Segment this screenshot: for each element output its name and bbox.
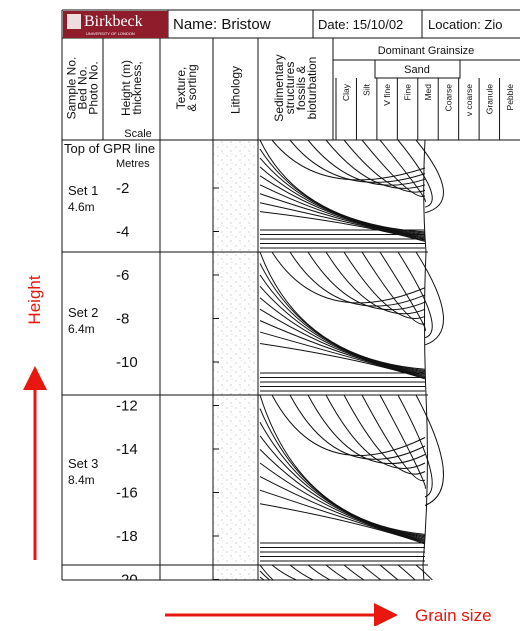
location: Location: Zio [428, 17, 502, 32]
cross-bed [260, 589, 425, 626]
set-thickness: 4.6m [68, 200, 95, 214]
log-sheet: Birkbeck UNIVERSITY OF LONDON Name: Bris… [0, 0, 520, 626]
depth-label: -14 [116, 441, 138, 458]
set-thickness: 6.4m [68, 322, 95, 336]
cross-bed [398, 565, 432, 610]
set-name: Set 1 [68, 183, 98, 198]
cross-bed [398, 140, 432, 207]
grain-size-label: Pebble [505, 84, 515, 111]
logo-sub: UNIVERSITY OF LONDON [86, 31, 135, 36]
grain-size-label: Clay [341, 83, 351, 101]
depth-label: -2 [116, 180, 129, 197]
cross-bed [260, 332, 425, 378]
depth-label: -10 [116, 354, 138, 371]
cross-bed [290, 140, 425, 182]
cross-bed [290, 395, 425, 459]
column-label: Lithology [229, 66, 243, 114]
cross-bed [416, 395, 443, 506]
depth-label: -8 [116, 311, 129, 328]
name: Name: Bristow [173, 16, 271, 33]
set-thickness: 8.4m [68, 473, 95, 487]
depth-label: -6 [116, 267, 129, 284]
cross-bed [260, 422, 425, 537]
grain-size-label: Silt [362, 83, 372, 95]
cross-bed [362, 252, 425, 324]
grain-size-label: V fine [382, 84, 392, 106]
depth-label: -4 [116, 224, 129, 241]
unit-label: Metres [116, 158, 150, 170]
depth-label: -12 [116, 398, 138, 415]
column-label: & sorting [185, 64, 199, 111]
cross-bed [260, 577, 425, 626]
depth-label: -16 [116, 485, 138, 502]
cross-bed [362, 565, 425, 603]
grain-size-label: Granule [484, 84, 494, 115]
date: Date: 15/10/02 [318, 17, 403, 32]
cross-bed [260, 309, 425, 375]
column-label: bioturbation [305, 57, 319, 120]
cross-bed [326, 565, 425, 597]
cross-bed [326, 252, 425, 314]
grain-size-label: Fine [403, 84, 413, 101]
grain-header: Dominant Grainsize [378, 45, 475, 57]
height-annotation: Height [25, 275, 44, 324]
grain-size-label: Coarse [443, 84, 453, 112]
grain-size-label: Med [423, 84, 433, 101]
cross-bed [326, 395, 425, 468]
cross-bed [362, 395, 425, 481]
grain-size-label: v coarse [464, 84, 474, 116]
cross-bed [326, 140, 425, 188]
scale-label: Scale [124, 128, 152, 140]
cross-bed [380, 395, 425, 489]
set-name: Set 2 [68, 305, 98, 320]
top-label: Top of GPR line [64, 141, 155, 156]
lithology-fill [214, 141, 258, 581]
logo-crest [67, 14, 81, 29]
cross-bed [398, 252, 432, 338]
cross-bed [290, 565, 425, 593]
set-name: Set 3 [68, 456, 98, 471]
cross-bed [416, 252, 443, 345]
cross-bed [380, 252, 425, 331]
column-label: thickness, [130, 61, 144, 114]
depth-label: -18 [116, 528, 138, 545]
sand-label: Sand [404, 64, 430, 76]
cross-bed [416, 140, 443, 213]
grain-annotation: Grain size [415, 606, 492, 625]
cross-bed [290, 252, 425, 306]
cross-bed [260, 595, 425, 626]
cross-bed [260, 571, 425, 626]
cross-bed [260, 463, 425, 540]
cross-bed [260, 583, 425, 626]
column-label: Photo No. [87, 61, 101, 114]
logo: Birkbeck [84, 13, 143, 30]
cross-bed [380, 565, 425, 606]
cross-bed [344, 565, 425, 600]
cross-bed [260, 490, 425, 543]
